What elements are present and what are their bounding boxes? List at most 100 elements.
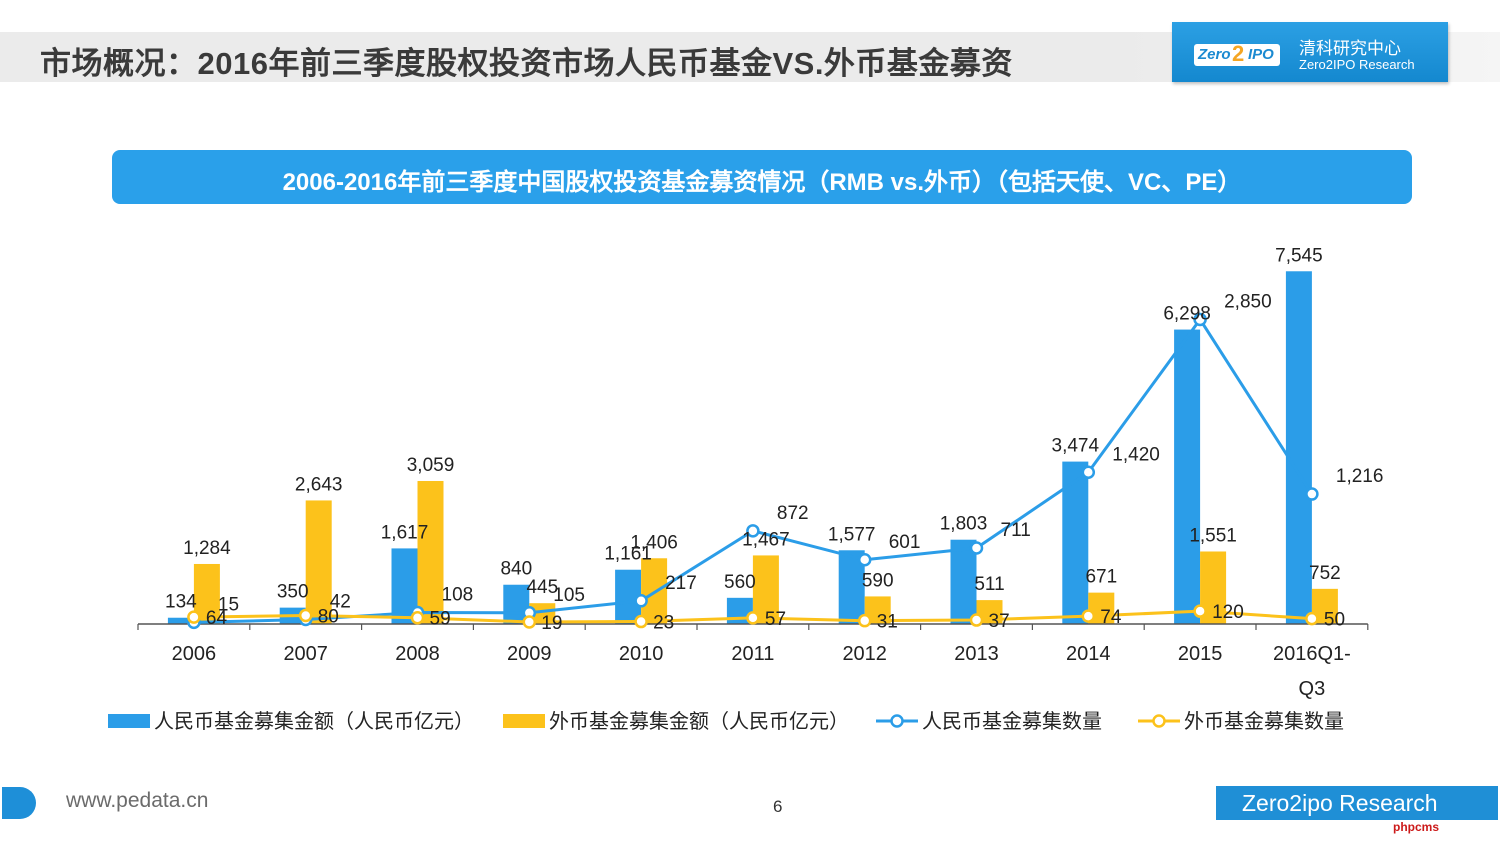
point-rmb-count-5 xyxy=(746,524,760,538)
brand-box: Zero 2 IPO 清科研究中心 Zero2IPO Research xyxy=(1172,22,1448,82)
label-rmb-count-4: 217 xyxy=(665,573,697,594)
label-fx-amount-5: 1,467 xyxy=(742,529,790,550)
bar-rmb-amount-0 xyxy=(167,617,194,624)
x-tick-label-4: 2010 xyxy=(619,643,664,665)
label-fx-count-6: 31 xyxy=(877,612,898,633)
point-rmb-count-9 xyxy=(1193,312,1207,327)
label-fx-count-7: 37 xyxy=(989,611,1010,632)
label-fx-count-1: 80 xyxy=(318,606,339,627)
label-rmb-count-0: 15 xyxy=(218,594,239,615)
label-fx-amount-4: 1,406 xyxy=(630,532,678,553)
point-fx-count-8 xyxy=(1081,609,1096,623)
label-fx-count-0: 64 xyxy=(206,608,228,629)
label-fx-amount-0: 1,284 xyxy=(183,538,231,559)
point-fx-count-7 xyxy=(969,613,984,627)
label-rmb-amount-8: 3,474 xyxy=(1052,436,1100,457)
point-fx-count-6 xyxy=(857,613,872,628)
footer-mark-icon xyxy=(2,787,36,819)
point-fx-count-3 xyxy=(522,615,537,629)
point-fx-count-5 xyxy=(746,611,760,625)
zero2ipo-logo-icon: Zero 2 IPO xyxy=(1194,41,1280,66)
page-title: 市场概况：2016年前三季度股权投资市场人民币基金VS.外币基金募资 xyxy=(40,46,1013,81)
legend-swatch-0 xyxy=(108,714,150,728)
label-rmb-amount-4: 1,161 xyxy=(604,544,652,565)
bar-rmb-amount-9 xyxy=(1174,329,1201,624)
label-fx-amount-6: 590 xyxy=(862,570,894,591)
point-fx-count-2 xyxy=(410,610,425,625)
footer-site-link[interactable]: www.pedata.cn xyxy=(66,789,209,812)
label-fx-count-10: 50 xyxy=(1324,610,1345,631)
label-fx-count-3: 19 xyxy=(541,613,562,634)
label-rmb-count-1: 42 xyxy=(330,592,351,613)
label-fx-count-4: 23 xyxy=(653,613,674,634)
label-fx-count-8: 74 xyxy=(1100,607,1122,628)
legend-label-3: 外币基金募集数量 xyxy=(1184,710,1344,733)
x-tick-label-10-cont: Q3 xyxy=(1299,678,1326,700)
label-fx-count-5: 57 xyxy=(765,609,786,630)
bar-fx-amount-5 xyxy=(752,555,779,624)
legend-label-0: 人民币基金募集金额（人民币亿元） xyxy=(154,710,474,733)
bar-fx-amount-3 xyxy=(529,603,556,624)
label-fx-amount-3: 445 xyxy=(526,577,558,598)
legend-marker-2 xyxy=(890,714,904,728)
label-fx-amount-10: 752 xyxy=(1309,563,1341,584)
label-fx-amount-8: 671 xyxy=(1085,567,1117,588)
x-tick-label-9: 2015 xyxy=(1178,643,1223,665)
label-fx-amount-2: 3,059 xyxy=(407,455,455,476)
x-tick-label-10: 2016Q1- xyxy=(1273,643,1351,665)
label-fx-amount-9: 1,551 xyxy=(1189,525,1237,546)
label-rmb-amount-3: 840 xyxy=(500,559,532,580)
label-rmb-count-3: 105 xyxy=(553,585,585,606)
brand-name-en: Zero2IPO Research xyxy=(1299,57,1415,72)
x-tick-label-7: 2013 xyxy=(954,643,999,665)
point-rmb-count-7 xyxy=(969,541,984,555)
bar-fx-amount-2 xyxy=(417,480,444,624)
chart-banner: 2006-2016年前三季度中国股权投资基金募资情况（RMB vs.外币）（包括… xyxy=(112,150,1412,204)
label-rmb-amount-6: 1,577 xyxy=(828,524,876,545)
point-fx-count-0 xyxy=(187,610,201,624)
label-rmb-amount-5: 560 xyxy=(724,572,756,593)
x-tick-label-8: 2014 xyxy=(1066,643,1111,665)
label-fx-amount-1: 2,643 xyxy=(295,474,343,495)
watermark: phpcms xyxy=(1393,820,1440,834)
point-fx-count-1 xyxy=(298,608,313,623)
label-rmb-count-6: 601 xyxy=(889,532,921,553)
x-tick-label-2: 2008 xyxy=(395,643,440,665)
legend-label-1: 外币基金募集金额（人民币亿元） xyxy=(549,710,849,733)
brand-name-cn: 清科研究中心 xyxy=(1299,39,1401,58)
point-fx-count-4 xyxy=(634,614,648,629)
point-fx-count-9 xyxy=(1193,604,1207,618)
legend-label-2: 人民币基金募集数量 xyxy=(922,710,1102,733)
label-rmb-count-10: 1,216 xyxy=(1336,466,1384,487)
point-fx-count-10 xyxy=(1305,611,1319,626)
label-fx-count-2: 59 xyxy=(430,609,451,630)
chart-title: 2006-2016年前三季度中国股权投资基金募资情况（RMB vs.外币）（包括… xyxy=(282,169,1242,196)
label-rmb-count-5: 872 xyxy=(777,503,809,524)
label-rmb-amount-1: 350 xyxy=(277,582,309,603)
footer-brand: Zero2ipo Research xyxy=(1216,786,1498,820)
label-rmb-amount-7: 1,803 xyxy=(940,514,988,535)
point-rmb-count-8 xyxy=(1081,465,1096,480)
legend-swatch-1 xyxy=(503,714,545,728)
label-rmb-amount-10: 7,545 xyxy=(1275,245,1323,266)
page-number: 6 xyxy=(773,797,783,816)
bar-fx-amount-1 xyxy=(305,500,332,624)
label-fx-count-9: 120 xyxy=(1212,602,1244,623)
label-fx-amount-7: 511 xyxy=(974,574,1004,595)
label-rmb-count-9: 2,850 xyxy=(1224,291,1272,312)
label-rmb-amount-2: 1,617 xyxy=(381,522,429,543)
x-tick-label-6: 2012 xyxy=(842,643,887,665)
label-rmb-amount-9: 6,298 xyxy=(1163,304,1211,325)
point-rmb-count-10 xyxy=(1305,487,1319,501)
legend-marker-3 xyxy=(1152,714,1166,728)
label-rmb-count-8: 1,420 xyxy=(1112,444,1160,465)
bar-rmb-amount-10 xyxy=(1285,271,1312,624)
label-rmb-count-2: 108 xyxy=(442,584,474,605)
bar-rmb-amount-7 xyxy=(950,539,977,624)
label-rmb-count-7: 711 xyxy=(1001,520,1031,541)
x-tick-label-1: 2007 xyxy=(283,643,328,665)
label-rmb-amount-0: 134 xyxy=(165,592,197,613)
point-rmb-count-4 xyxy=(634,594,648,608)
x-tick-label-0: 2006 xyxy=(172,643,217,665)
